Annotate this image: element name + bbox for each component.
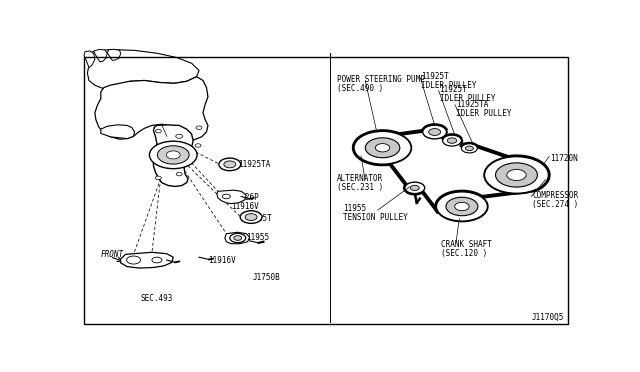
- Circle shape: [454, 202, 469, 211]
- Circle shape: [423, 125, 447, 139]
- Circle shape: [436, 192, 488, 221]
- Polygon shape: [108, 49, 121, 60]
- Circle shape: [196, 126, 202, 129]
- Circle shape: [410, 185, 419, 190]
- Polygon shape: [154, 125, 193, 186]
- Circle shape: [127, 256, 141, 264]
- Circle shape: [245, 214, 257, 221]
- Circle shape: [219, 158, 241, 171]
- Text: 11925TA: 11925TA: [456, 100, 488, 109]
- Text: 11925T: 11925T: [421, 72, 449, 81]
- Circle shape: [354, 131, 412, 164]
- Circle shape: [157, 146, 189, 164]
- Text: 11925TA: 11925TA: [237, 160, 270, 169]
- Circle shape: [507, 169, 526, 180]
- Polygon shape: [94, 49, 108, 62]
- Polygon shape: [88, 49, 199, 89]
- Circle shape: [446, 197, 478, 216]
- Circle shape: [365, 138, 400, 158]
- Text: CRANK SHAFT: CRANK SHAFT: [441, 240, 492, 249]
- Circle shape: [224, 161, 236, 168]
- Circle shape: [230, 233, 246, 243]
- Circle shape: [465, 146, 474, 151]
- Circle shape: [240, 211, 262, 223]
- Text: (SEC.231 ): (SEC.231 ): [337, 183, 383, 192]
- Text: 11955: 11955: [246, 234, 269, 243]
- Circle shape: [156, 129, 161, 133]
- Circle shape: [429, 129, 440, 135]
- Text: J1170Q5: J1170Q5: [531, 313, 564, 322]
- Text: TENSION PULLEY: TENSION PULLEY: [343, 213, 408, 222]
- Circle shape: [443, 135, 461, 146]
- Text: IDLER PULLEY: IDLER PULLEY: [421, 81, 477, 90]
- Text: 11955: 11955: [343, 204, 366, 213]
- Circle shape: [234, 236, 242, 240]
- Text: J1750B: J1750B: [253, 273, 280, 282]
- Circle shape: [222, 194, 230, 199]
- Circle shape: [495, 163, 538, 187]
- Polygon shape: [95, 77, 208, 141]
- Circle shape: [176, 172, 182, 176]
- Circle shape: [176, 134, 182, 138]
- Text: 11926P: 11926P: [231, 193, 259, 202]
- Text: FRONT: FRONT: [101, 250, 124, 259]
- Polygon shape: [225, 232, 250, 244]
- Text: POWER STEERING PUMP: POWER STEERING PUMP: [337, 75, 425, 84]
- Circle shape: [484, 156, 548, 193]
- Text: ALTERNATOR: ALTERNATOR: [337, 174, 383, 183]
- Polygon shape: [84, 51, 95, 68]
- Circle shape: [156, 176, 161, 180]
- Text: 11720N: 11720N: [550, 154, 578, 163]
- Text: (SEC.274 ): (SEC.274 ): [532, 201, 579, 209]
- Text: 11925T: 11925T: [440, 85, 467, 94]
- Circle shape: [152, 257, 162, 263]
- Circle shape: [461, 144, 477, 153]
- Text: IDLER PULLEY: IDLER PULLEY: [440, 94, 495, 103]
- Text: 11916V: 11916V: [231, 202, 259, 211]
- Circle shape: [405, 182, 425, 193]
- Polygon shape: [217, 190, 246, 203]
- Text: SEC.493: SEC.493: [141, 294, 173, 304]
- Text: (SEC.120 ): (SEC.120 ): [441, 249, 487, 258]
- Text: COMPRESSOR: COMPRESSOR: [532, 191, 579, 200]
- Circle shape: [166, 151, 180, 159]
- Text: IDLER PULLEY: IDLER PULLEY: [456, 109, 511, 118]
- Circle shape: [447, 138, 457, 143]
- Text: 11916V: 11916V: [208, 256, 236, 264]
- Circle shape: [376, 144, 390, 152]
- Text: 11925T: 11925T: [244, 214, 271, 223]
- Circle shape: [195, 144, 201, 147]
- Polygon shape: [121, 252, 173, 268]
- Polygon shape: [101, 125, 134, 139]
- Text: (SEC.490 ): (SEC.490 ): [337, 84, 383, 93]
- Circle shape: [150, 141, 197, 169]
